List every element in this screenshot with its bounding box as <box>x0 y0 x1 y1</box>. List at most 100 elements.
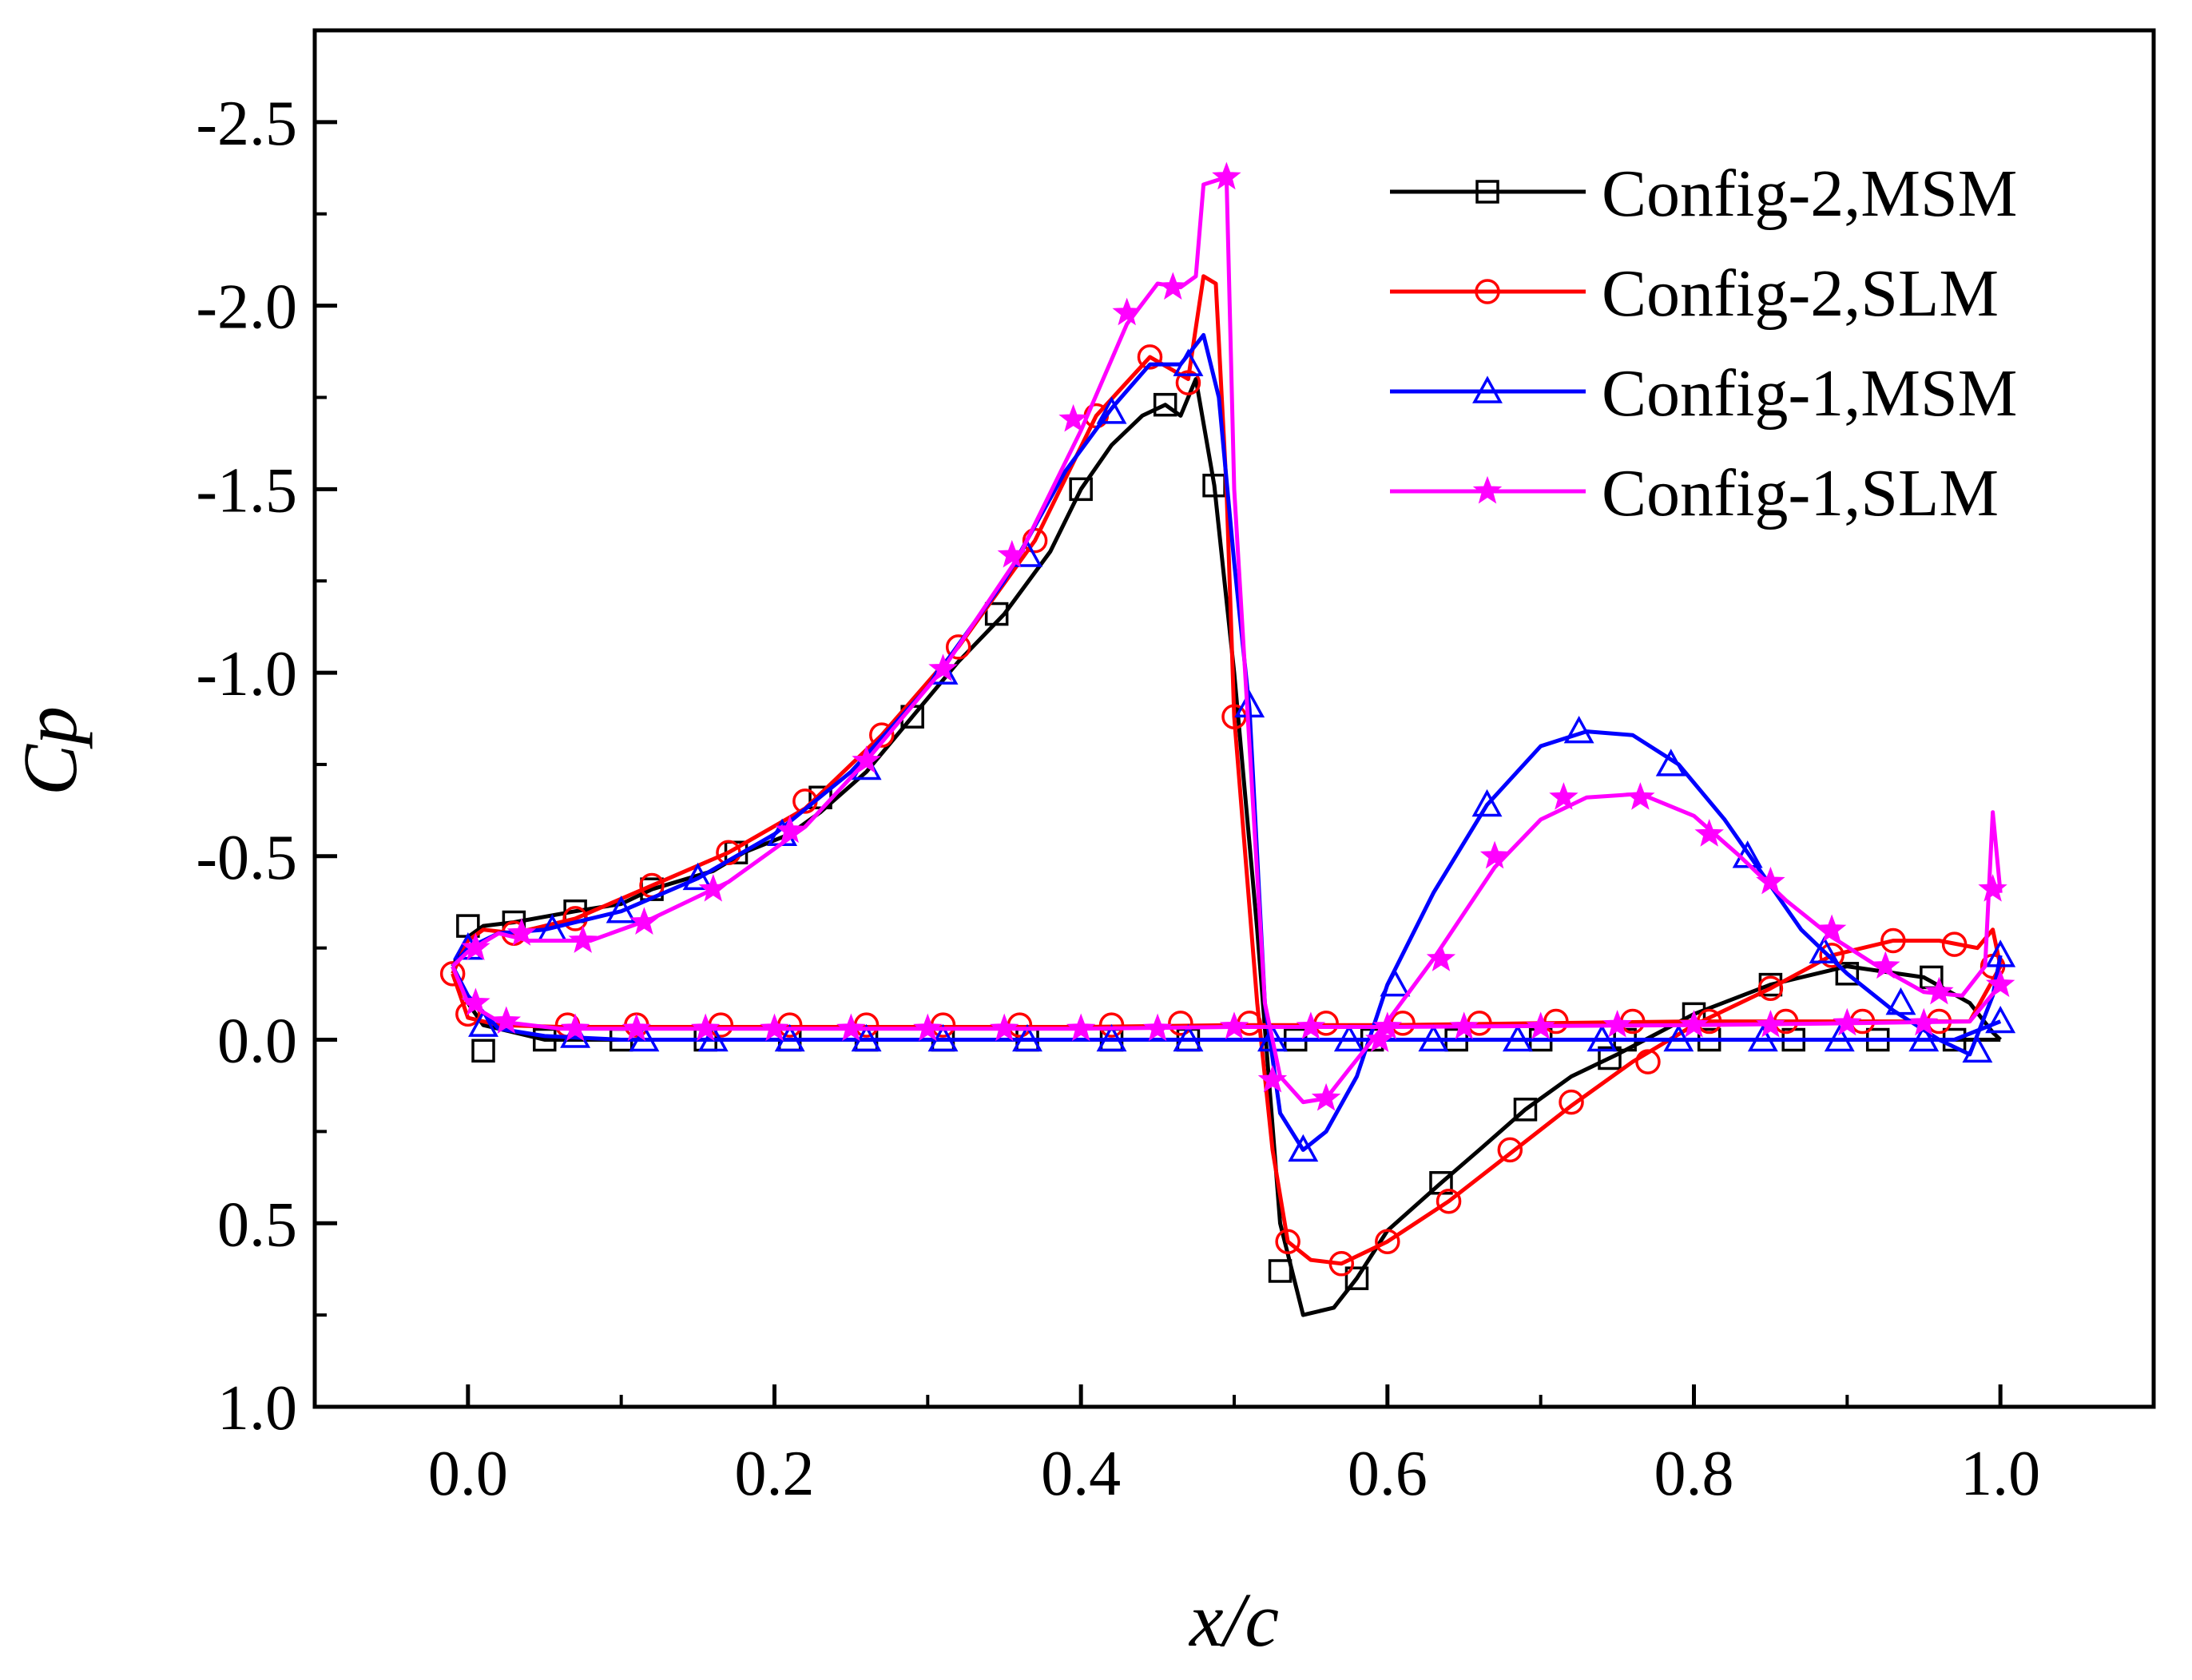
data-point-marker <box>697 1023 729 1052</box>
data-point-marker <box>1380 968 1411 997</box>
data-point-marker <box>439 961 466 987</box>
data-point-marker <box>1626 782 1655 810</box>
y-tick-label: 0.5 <box>217 1190 297 1260</box>
data-point-marker <box>1586 1023 1618 1052</box>
data-point-marker <box>1365 1024 1395 1053</box>
data-point-marker <box>1479 840 1510 869</box>
data-point-marker <box>1756 866 1785 895</box>
axis-ticks <box>315 29 2003 1409</box>
data-point-marker <box>1885 987 1916 1015</box>
data-point-marker <box>984 602 1009 626</box>
x-tick-label: 1.0 <box>1960 1439 2040 1509</box>
data-point-marker <box>836 1013 866 1042</box>
data-point-marker <box>1757 975 1784 1001</box>
data-point-marker <box>913 1013 943 1042</box>
data-point-marker <box>1436 1188 1462 1214</box>
data-point-marker <box>774 1023 805 1052</box>
data-point-marker <box>468 1009 498 1037</box>
data-point-marker <box>1375 1229 1400 1254</box>
y-tick-label: -0.5 <box>196 823 297 893</box>
data-point-marker <box>471 1039 495 1063</box>
data-point-marker <box>928 653 958 681</box>
data-point-marker <box>1962 1035 1993 1063</box>
data-point-marker <box>1978 874 2007 902</box>
series-Config-1,SLM <box>451 161 2015 1111</box>
data-point-marker <box>606 896 637 923</box>
data-point-marker <box>1137 344 1163 370</box>
data-point-marker <box>1098 1012 1125 1038</box>
data-point-marker <box>1833 1007 1862 1036</box>
data-point-marker <box>1817 914 1847 943</box>
y-tick-label: -2.5 <box>196 89 297 159</box>
data-point-marker <box>1069 477 1093 502</box>
data-point-marker <box>621 1013 652 1042</box>
data-point-marker <box>1563 715 1594 744</box>
data-point-marker <box>1012 1023 1042 1052</box>
legend-label: Config-1,SLM <box>1602 456 1999 530</box>
data-point-marker <box>1333 1023 1364 1052</box>
data-point-marker <box>1602 1010 1632 1038</box>
y-tick-label: -1.0 <box>196 639 297 709</box>
data-point-marker <box>1268 1259 1293 1283</box>
data-point-marker <box>1344 1266 1369 1290</box>
series-layer <box>439 161 2016 1317</box>
data-point-marker <box>1096 1023 1127 1052</box>
x-tick-label: 0.2 <box>735 1439 815 1509</box>
plot-frame <box>312 28 2156 1409</box>
legend-marker <box>1472 475 1503 504</box>
y-tick-label: -2.0 <box>196 272 297 343</box>
data-point-marker <box>990 1013 1019 1042</box>
data-point-marker <box>1257 1023 1288 1052</box>
data-point-marker <box>1112 297 1142 326</box>
legend-label: Config-1,MSM <box>1602 356 2017 431</box>
data-point-marker <box>1328 1251 1355 1277</box>
data-point-marker <box>1663 1023 1694 1052</box>
data-point-marker <box>690 1013 721 1042</box>
data-point-marker <box>1426 943 1456 971</box>
data-point-marker <box>927 1023 959 1052</box>
data-point-marker <box>533 1027 557 1052</box>
legend-marker <box>1475 180 1499 204</box>
data-point-marker <box>1212 161 1241 190</box>
data-point-marker <box>1880 927 1906 954</box>
data-point-marker <box>1142 1013 1173 1042</box>
data-point-marker <box>1058 403 1088 432</box>
data-point-marker <box>1502 1023 1533 1052</box>
data-point-marker <box>1819 943 1845 968</box>
data-point-marker <box>1549 782 1578 810</box>
data-point-marker <box>1598 1046 1622 1070</box>
y-tick-label: 0.0 <box>217 1007 297 1077</box>
data-point-marker <box>869 722 895 748</box>
data-point-marker <box>629 907 659 935</box>
data-point-marker <box>760 1013 789 1042</box>
data-point-marker <box>1985 939 2016 967</box>
data-point-marker <box>1372 1011 1403 1039</box>
data-point-marker <box>1694 819 1724 847</box>
data-point-marker <box>1679 1010 1709 1038</box>
data-point-marker <box>851 1023 882 1052</box>
series-line-upper <box>451 332 2003 1152</box>
data-point-marker <box>1471 788 1503 817</box>
y-axis-title: Cp <box>7 706 93 796</box>
legend-label: Config-2,SLM <box>1602 256 1999 331</box>
data-point-marker <box>1924 976 1954 1005</box>
data-point-marker <box>506 918 537 946</box>
data-point-marker <box>1096 396 1127 424</box>
data-point-marker <box>1311 1082 1341 1111</box>
x-tick-label: 0.0 <box>428 1439 508 1509</box>
data-point-marker <box>945 634 971 660</box>
data-point-marker <box>698 874 728 902</box>
data-point-marker <box>568 925 598 953</box>
data-point-marker <box>1655 749 1686 776</box>
x-tick-label: 0.8 <box>1654 1439 1734 1509</box>
data-point-marker <box>1173 1023 1204 1052</box>
data-point-marker <box>1908 1023 1940 1052</box>
y-tick-label: -1.5 <box>196 455 297 526</box>
legend-marker <box>1475 279 1500 304</box>
data-point-marker <box>1824 1023 1855 1052</box>
data-point-marker <box>1559 1089 1584 1115</box>
data-point-marker <box>1153 392 1177 417</box>
data-point-marker <box>1257 1064 1288 1093</box>
legend-label: Config-2,MSM <box>1602 157 2017 231</box>
